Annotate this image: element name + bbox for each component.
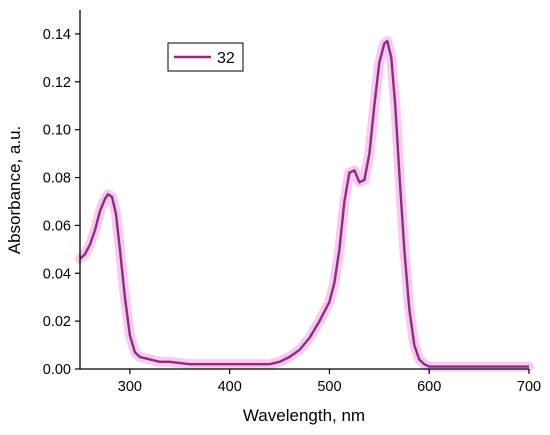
highlight-band-group xyxy=(75,36,534,372)
y-tick-label: 0.06 xyxy=(43,218,71,234)
y-tick-label: 0.04 xyxy=(43,266,71,282)
axes xyxy=(79,10,529,370)
series-line xyxy=(79,39,529,368)
x-axis-title: Wavelength, nm xyxy=(243,406,365,425)
series-layer xyxy=(79,39,529,368)
x-tick-label: 400 xyxy=(218,379,242,395)
x-tick-label: 600 xyxy=(417,379,441,395)
x-tick-label: 300 xyxy=(118,379,142,395)
y-axis-title: Absorbance, a.u. xyxy=(5,126,24,255)
y-tick-label: 0.10 xyxy=(43,123,71,139)
y-tick-label: 0.08 xyxy=(43,171,71,187)
y-tick-label: 0.00 xyxy=(43,362,71,378)
y-tick-label: 0.02 xyxy=(43,314,71,330)
y-tick-label: 0.14 xyxy=(43,27,71,43)
x-tick-label: 500 xyxy=(317,379,341,395)
y-tick-label: 0.12 xyxy=(43,75,71,91)
legend-label: 32 xyxy=(217,50,235,67)
tick-group: 300 400 500 600 700 0.00 0.02 0.04 0.06 0.08 0.10 0… xyxy=(43,27,541,395)
x-tick-label: 700 xyxy=(517,379,541,395)
series-highlight-band xyxy=(75,36,534,372)
legend: 32 xyxy=(167,42,244,72)
